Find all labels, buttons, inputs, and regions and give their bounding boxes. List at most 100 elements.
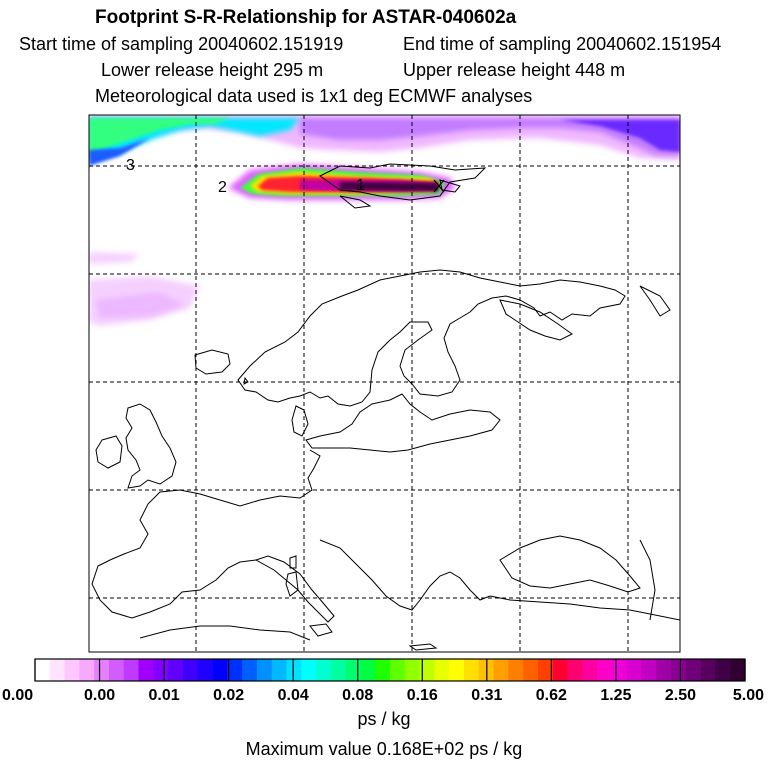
contour-label-3: 3: [126, 157, 135, 174]
colorbar-tick-label: 5.00: [733, 687, 764, 704]
chart-title: Footprint S-R-Relationship for ASTAR-040…: [95, 7, 517, 28]
colorbar-swatch: [35, 659, 51, 681]
colorbar-swatch: [227, 659, 243, 681]
contour-label-1: 1: [356, 177, 365, 194]
colorbar-swatch: [626, 659, 643, 681]
colorbar-swatch: [419, 659, 435, 681]
colorbar-swatch: [123, 659, 140, 681]
colorbar-tick-label: 1.25: [600, 687, 631, 704]
colorbar-swatch: [582, 659, 598, 681]
colorbar-swatch: [390, 659, 406, 681]
colorbar-swatch: [685, 659, 702, 681]
coast-baltic: [305, 393, 501, 453]
coast-uk: [125, 403, 177, 489]
colorbar-tick-label: 0.01: [149, 687, 180, 704]
colorbar-tick-label: 0.62: [536, 687, 567, 704]
colorbar-swatch: [641, 659, 657, 681]
lower-height-label: Lower release height 295 m: [101, 60, 324, 80]
colorbar-tick-label: 0.00: [84, 687, 115, 704]
coast-turkey: [489, 595, 680, 621]
colorbar-swatch: [138, 659, 154, 681]
colorbar-swatch: [345, 659, 362, 681]
colorbar-swatch: [449, 659, 465, 681]
release-marker: [433, 179, 445, 193]
colorbar-swatch: [375, 659, 391, 681]
colorbar-swatch: [256, 659, 273, 681]
upper-height-label: Upper release height 448 m: [403, 60, 626, 80]
colorbar-tick-label: 0.08: [342, 687, 373, 704]
map-border: [88, 114, 681, 653]
colorbar-tick-label: 0.16: [407, 687, 438, 704]
colorbar-swatch: [463, 659, 480, 681]
colorbar-swatch: [671, 659, 687, 681]
coast-italy: [254, 555, 335, 623]
coast-europe-west: [91, 449, 321, 619]
coast-svalbard-2: [339, 195, 372, 209]
colorbar-swatch: [611, 659, 628, 681]
patch-atlantic-1: [89, 252, 140, 264]
start-time-label: Start time of sampling 20040602.151919: [19, 34, 344, 54]
colorbar-tick-label: 0.04: [278, 687, 309, 704]
colorbar-units-label: ps / kg: [357, 709, 411, 729]
max-value-label: Maximum value 0.168E+02 ps / kg: [245, 739, 523, 759]
colorbar-swatch: [656, 659, 672, 681]
coast-svalbard: [319, 163, 487, 201]
colorbar-tick-label: 0.02: [213, 687, 244, 704]
plume-dark-core: [340, 182, 438, 191]
colorbar: [35, 659, 746, 681]
coast-sicily: [309, 623, 333, 637]
colorbar-swatch: [360, 659, 376, 681]
coast-corsica: [289, 555, 297, 569]
colorbar-swatch: [537, 659, 554, 681]
colorbar-tick-label: 0.00: [2, 687, 33, 704]
colorbar-swatch: [567, 659, 583, 681]
coast-crete: [408, 643, 438, 651]
colorbar-swatch: [271, 659, 288, 681]
colorbar-swatch: [94, 659, 110, 681]
coast-sardinia: [285, 571, 299, 597]
colorbar-swatch: [242, 659, 258, 681]
coast-franz-josef: [439, 179, 461, 193]
coast-iceland: [194, 349, 231, 375]
colorbar-swatch: [79, 659, 95, 681]
map-area: [89, 115, 680, 652]
colorbar-swatch: [597, 659, 613, 681]
colorbar-swatch: [715, 659, 731, 681]
colorbar-swatch: [523, 659, 539, 681]
colorbar-swatch: [168, 659, 184, 681]
coast-ireland: [95, 435, 123, 469]
end-time-label: End time of sampling 20040602.151954: [403, 34, 722, 54]
colorbar-swatch: [182, 659, 199, 681]
field-band-green: [89, 118, 230, 154]
colorbar-swatch: [404, 659, 421, 681]
colorbar-swatch: [316, 659, 332, 681]
colorbar-swatch: [330, 659, 347, 681]
colorbar-swatch: [286, 659, 302, 681]
colorbar-swatch: [434, 659, 450, 681]
colorbar-ticks: 0.00 0.00 0.01 0.02 0.04 0.08 0.16 0.31 0.62 1.25…: [2, 659, 764, 704]
colorbar-tick-label: 0.31: [471, 687, 502, 704]
colorbar-swatch: [197, 659, 214, 681]
colorbar-swatch: [108, 659, 125, 681]
colorbar-swatch: [700, 659, 717, 681]
met-data-label: Meteorological data used is 1x1 deg ECMW…: [95, 86, 533, 106]
colorbar-swatch: [64, 659, 80, 681]
coast-black-sea: [499, 535, 641, 593]
colorbar-tick-label: 2.50: [665, 687, 696, 704]
field-band-blue-edge: [89, 138, 150, 166]
field-band-purple: [300, 118, 680, 156]
coast-africa: [139, 625, 311, 641]
coast-kola: [499, 299, 573, 341]
field-band-violet: [560, 120, 680, 152]
patch-atlantic-3: [95, 292, 185, 318]
colorbar-swatch: [493, 659, 509, 681]
colorbar-swatch: [508, 659, 524, 681]
coast-scandinavia: [237, 269, 626, 407]
coast-novaya-zemlya: [639, 285, 671, 317]
coast-caspian: [639, 539, 656, 621]
coast-faroe: [243, 376, 249, 385]
colorbar-swatch: [301, 659, 317, 681]
coast-balkans: [319, 539, 491, 611]
colorbar-swatch: [552, 659, 569, 681]
